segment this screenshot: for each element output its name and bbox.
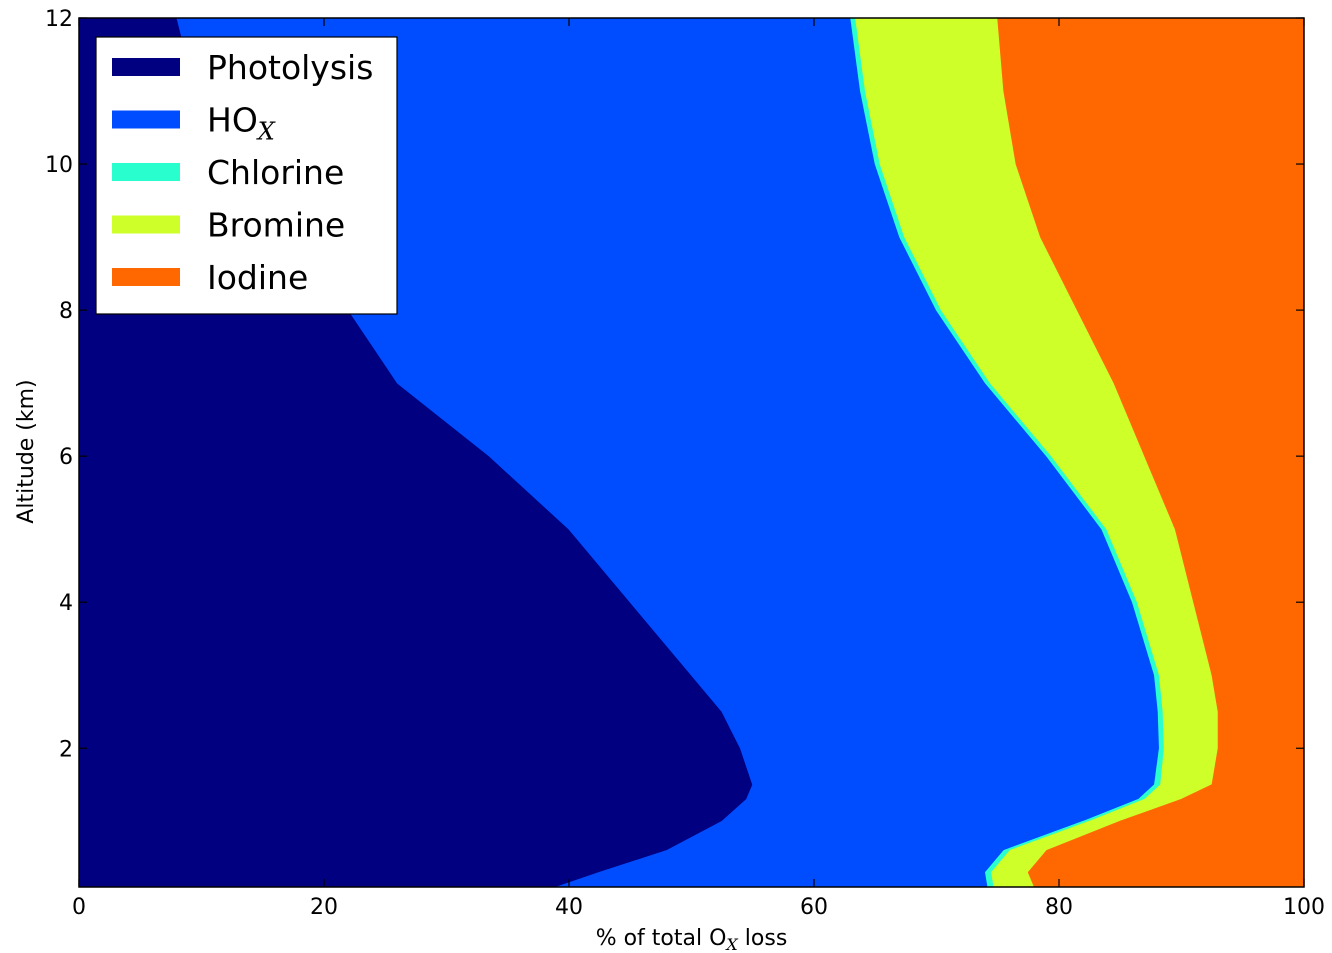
legend-label-iodine: Iodine [207, 258, 308, 297]
x-tick-label: 60 [800, 895, 828, 920]
legend-label-hox: HOX [207, 101, 276, 146]
y-tick-label: 12 [45, 7, 73, 32]
legend-label-main: Photolysis [207, 48, 373, 87]
x-tick-label: 0 [72, 895, 86, 920]
y-tick-label: 4 [59, 591, 73, 616]
y-tick-label: 6 [59, 445, 73, 470]
x-tick-label: 100 [1283, 895, 1325, 920]
x-axis-label-main: % of total O [596, 926, 727, 951]
legend-swatch-iodine [112, 268, 180, 286]
y-tick-label: 8 [59, 299, 73, 324]
legend-label-bromine: Bromine [207, 206, 345, 245]
legend-label-photolysis: Photolysis [207, 48, 373, 87]
x-axis-label: % of total OX loss [596, 926, 788, 953]
legend-label-main: Chlorine [207, 153, 344, 192]
legend-label-main: HO [207, 101, 258, 140]
legend-swatch-hox [112, 110, 180, 129]
x-axis-label-subscript: X [724, 935, 738, 953]
legend-swatch-photolysis [112, 58, 180, 76]
axis-ticks: 0 20 40 60 80 100 2 4 6 8 10 12 [45, 7, 1325, 920]
legend: Photolysis HOX Chlorine Bromine Iodine [95, 36, 398, 315]
legend-label-main: Iodine [207, 258, 308, 297]
y-axis-label: Altitude (km) [14, 379, 39, 523]
x-tick-label: 40 [555, 895, 583, 920]
y-tick-label: 2 [59, 737, 73, 762]
x-axis-label-tail: loss [738, 926, 788, 951]
legend-label-subscript: X [256, 118, 276, 146]
legend-label-main: Bromine [207, 206, 345, 245]
y-tick-label: 10 [45, 153, 73, 178]
legend-label-chlorine: Chlorine [207, 153, 344, 192]
x-tick-label: 80 [1045, 895, 1073, 920]
x-tick-label: 20 [310, 895, 338, 920]
plot-frame [78, 17, 1305, 888]
svg-text:% of total OX loss: % of total OX loss [596, 926, 788, 953]
legend-swatch-chlorine [112, 163, 180, 181]
legend-swatch-bromine [112, 215, 180, 234]
